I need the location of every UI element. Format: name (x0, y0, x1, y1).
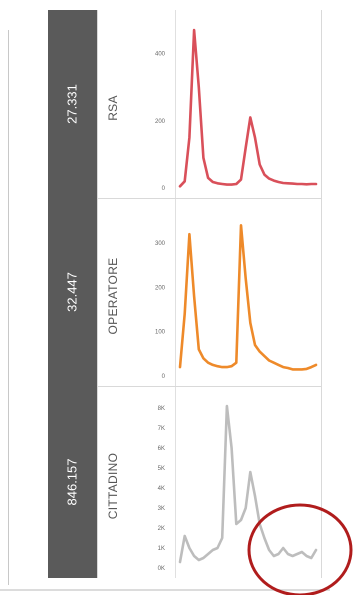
ytick-label-cittadino: 8K (158, 406, 165, 412)
row-separator-1 (97, 198, 321, 199)
ytick-label-cittadino: 1K (158, 546, 165, 552)
category-cell-cittadino: CITTADINO (97, 386, 176, 578)
category-cell-operatore: OPERATORE (97, 198, 176, 386)
ytick-label-cittadino: 0K (158, 566, 165, 572)
ytick-label-rsa: 400 (155, 52, 166, 58)
ytick-label-cittadino: 5K (158, 466, 165, 472)
ytick-label-operatore: 200 (155, 285, 166, 291)
ytick-label-cittadino: 7K (158, 426, 165, 432)
ytick-label-operatore: 300 (155, 241, 166, 247)
bottom-rule (0, 589, 330, 591)
right-border-line (321, 10, 322, 578)
ytick-label-rsa: 200 (155, 119, 166, 125)
ytick-label-cittadino: 3K (158, 506, 165, 512)
ytick-label-cittadino: 4K (158, 486, 165, 492)
series-line-cittadino (178, 404, 318, 564)
row-separator-2 (97, 386, 321, 387)
series-line-rsa (178, 28, 318, 188)
value-cell-operatore: 32.447 (48, 198, 97, 386)
series-line-operatore (178, 224, 318, 371)
left-border-line (8, 30, 9, 585)
highlight-circle (247, 503, 353, 595)
value-cell-cittadino: 846.157 (48, 386, 97, 578)
ytick-label-cittadino: 6K (158, 446, 165, 452)
ytick-label-rsa: 0 (162, 186, 166, 192)
category-cell-rsa: RSA (97, 10, 176, 198)
ytick-label-cittadino: 2K (158, 526, 165, 532)
plot-cell-operatore (175, 198, 322, 386)
ytick-label-operatore: 100 (155, 330, 166, 336)
value-cell-rsa: 27.331 (48, 10, 97, 198)
ytick-label-operatore: 0 (162, 374, 166, 380)
